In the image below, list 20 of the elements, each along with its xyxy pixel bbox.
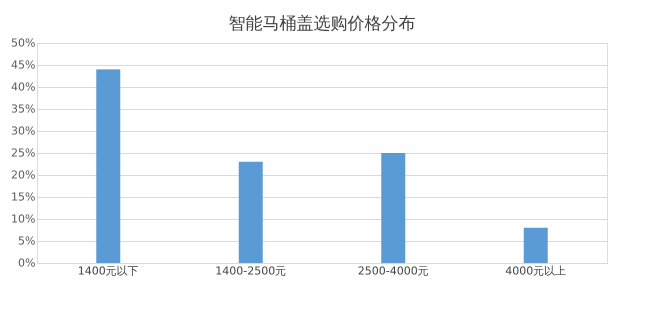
bar [381,153,406,263]
y-tick-label: 30% [11,124,36,138]
x-tick-label: 1400元以下 [78,264,139,278]
chart-title: 智能马桶盖选购价格分布 [228,14,416,34]
y-tick-label: 0% [18,256,36,270]
y-tick-label: 50% [11,36,36,50]
y-tick-label: 10% [11,212,36,226]
y-tick-label: 25% [11,146,36,160]
y-tick-label: 5% [18,234,36,248]
bar [524,228,548,263]
x-tick-label: 4000元以上 [505,264,566,278]
y-tick-label: 40% [11,80,36,94]
y-tick-label: 20% [11,168,36,182]
bar [96,69,120,263]
x-tick-label: 2500-4000元 [358,264,429,278]
y-tick-label: 15% [11,190,36,204]
bar [238,162,263,263]
y-tick-label: 45% [11,58,36,72]
x-tick-label: 1400-2500元 [215,264,286,278]
y-tick-label: 35% [11,102,36,116]
